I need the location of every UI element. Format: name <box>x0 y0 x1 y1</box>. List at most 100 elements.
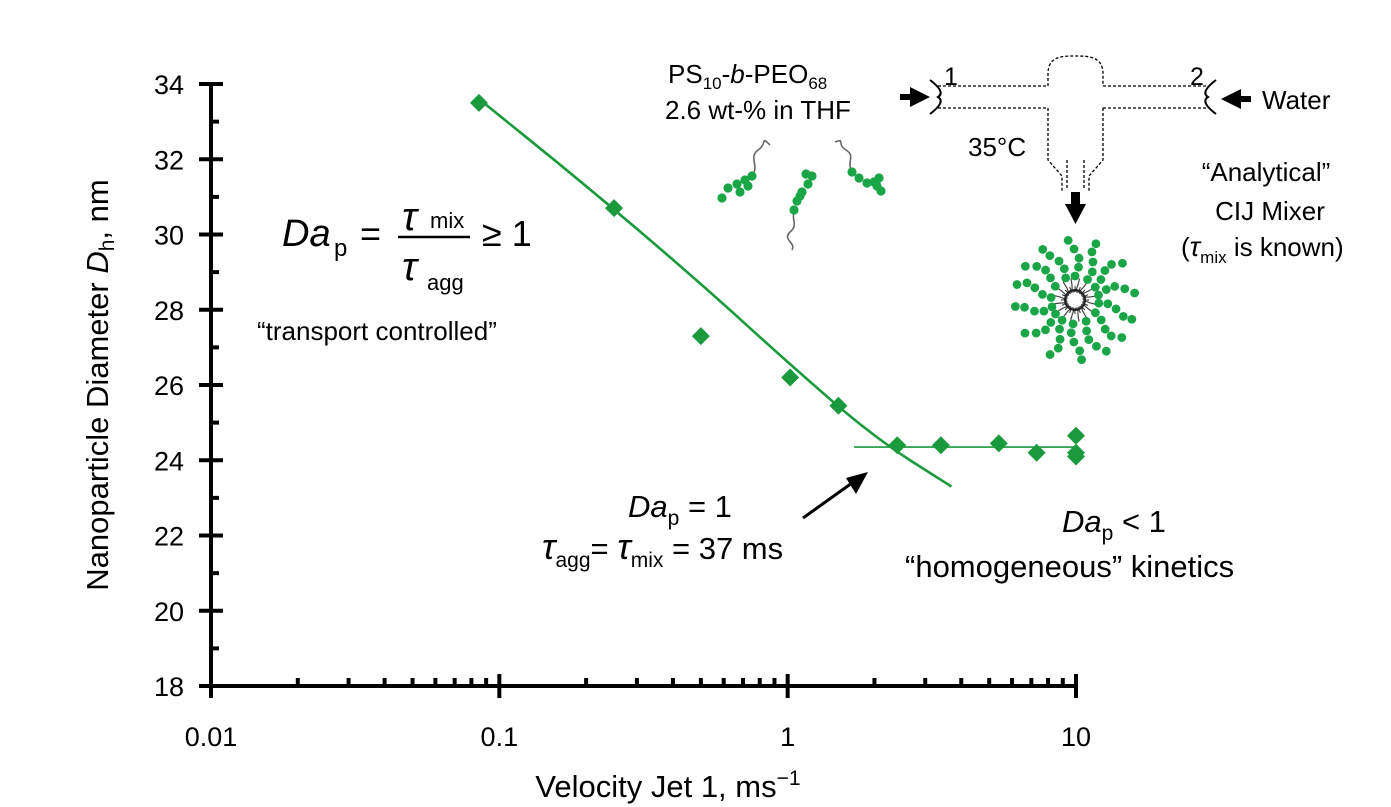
mixer-label-line1: “Analytical” <box>1202 157 1331 187</box>
tau-agg-equals-tau-mix: τagg= τmix = 37 ms <box>542 526 783 572</box>
corona-bead <box>1118 258 1127 268</box>
corona-bead <box>1081 316 1091 326</box>
trend-lines <box>478 98 1076 488</box>
data-point <box>1027 443 1046 462</box>
corona-bead <box>1092 341 1101 351</box>
corona-bead <box>1046 273 1055 283</box>
corona-bead <box>1038 245 1048 254</box>
svg-text:p: p <box>334 235 347 262</box>
core-chain <box>1081 289 1097 298</box>
corona-bead <box>1020 328 1030 338</box>
corona-bead <box>1084 335 1094 345</box>
core <box>1064 289 1086 311</box>
y-tick-label: 30 <box>154 221 184 251</box>
polymer-bead <box>747 171 757 181</box>
data-point <box>989 434 1008 453</box>
corona-bead <box>1054 256 1064 266</box>
damkohler-equation: Da p = τ mix τ agg ≥ 1 <box>282 195 532 295</box>
transport-controlled-label: “transport controlled” <box>257 316 497 346</box>
cij-mixer-schematic <box>938 55 1207 192</box>
corona-bead <box>1041 325 1050 335</box>
corona-bead <box>1087 267 1097 277</box>
core-chain <box>1064 278 1073 294</box>
polymer-bead <box>735 187 745 197</box>
water-label: Water <box>1262 85 1331 115</box>
inlet-1-arrow <box>910 87 930 107</box>
svg-text:τ: τ <box>402 245 420 289</box>
x-axis-label: Velocity Jet 1, ms−1 <box>535 767 800 804</box>
corona-bead <box>1107 259 1116 269</box>
y-tick-label: 28 <box>154 296 184 326</box>
corona-bead <box>1117 333 1127 342</box>
data-point <box>931 436 950 455</box>
data-point <box>829 396 848 415</box>
dap-less-than-one: Dap < 1 <box>1062 504 1166 545</box>
data-point <box>1067 447 1085 466</box>
data-point <box>469 93 488 112</box>
core-chain <box>1074 281 1088 293</box>
corona-bead <box>1012 280 1022 289</box>
y-axis-label: Nanoparticle Diameter Dh, nm <box>80 179 119 590</box>
polymer-bead <box>801 169 811 179</box>
corona-bead <box>1074 262 1083 272</box>
corona-bead <box>1100 324 1110 334</box>
corona-bead <box>1074 253 1084 263</box>
nanoparticle-illustration <box>1010 235 1139 365</box>
corona-bead <box>1106 331 1116 341</box>
corona-bead <box>1110 281 1120 291</box>
axes <box>209 82 1078 688</box>
corona-bead <box>1091 239 1101 249</box>
corona-bead <box>1046 293 1056 302</box>
corona-bead <box>1020 261 1030 271</box>
mixer-label-line3: (τmix is known) <box>1181 231 1344 267</box>
polymer-bead <box>723 183 733 193</box>
polymer-bead <box>847 167 857 177</box>
data-point <box>781 368 800 387</box>
polymer-bead <box>803 179 813 189</box>
corona-bead <box>1053 343 1063 353</box>
polymer-bead <box>872 181 882 191</box>
core-chain <box>1069 278 1081 293</box>
corona-bead <box>1082 326 1092 336</box>
y-tick-label: 22 <box>154 522 184 552</box>
corona-bead <box>1088 257 1098 267</box>
data-point <box>888 436 907 455</box>
corona-bead <box>1075 346 1085 356</box>
corona-bead <box>1068 319 1078 329</box>
y-tick-label: 18 <box>154 672 184 702</box>
polymer-bead <box>874 173 884 183</box>
svg-text:≥ 1: ≥ 1 <box>482 213 532 254</box>
svg-text:τ: τ <box>402 195 420 239</box>
corona-bead <box>1045 350 1055 359</box>
x-tick-label: 10 <box>1061 722 1091 752</box>
polymer-name: PS10-b-PEO68 <box>668 59 827 93</box>
corona-bead <box>1055 324 1064 334</box>
corona-bead <box>1022 278 1032 288</box>
corona-bead <box>1096 275 1106 284</box>
data-point <box>605 199 624 218</box>
polymer-concentration: 2.6 wt-% in THF <box>665 95 851 125</box>
corona-bead <box>1051 309 1060 319</box>
port-1-label: 1 <box>944 63 958 91</box>
mixer-inlets <box>929 79 1217 115</box>
corona-bead <box>1083 275 1092 284</box>
corona-bead <box>1061 273 1071 283</box>
svg-text:mix: mix <box>430 208 464 233</box>
core-chain <box>1056 305 1072 314</box>
svg-text:agg: agg <box>427 270 464 295</box>
corona-bead <box>1090 282 1100 292</box>
corona-bead <box>1030 283 1040 293</box>
corona-bead <box>1094 290 1103 300</box>
tick-marks <box>199 82 1078 698</box>
polymer-chains-illustration <box>717 139 886 251</box>
svg-text:Da: Da <box>282 213 331 255</box>
corona-bead <box>1063 235 1073 245</box>
data-point <box>691 327 710 346</box>
corona-bead <box>1069 337 1079 347</box>
core-chain <box>1077 306 1086 322</box>
x-tick-labels: 0.01 0.1 1 10 <box>185 722 1091 752</box>
corona-bead <box>1130 288 1139 298</box>
polymer-bead <box>743 181 753 191</box>
corona-bead <box>1101 285 1111 294</box>
polymer-bead <box>795 191 805 201</box>
